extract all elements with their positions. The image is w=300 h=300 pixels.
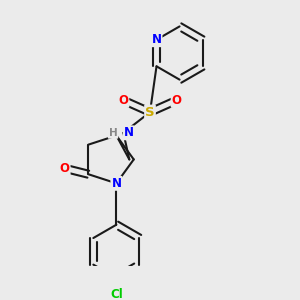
Text: N: N [152, 33, 161, 46]
Text: S: S [145, 106, 155, 118]
Text: H: H [109, 128, 117, 138]
Text: N: N [124, 126, 134, 139]
Text: O: O [118, 94, 128, 107]
Text: N: N [111, 177, 122, 190]
Text: Cl: Cl [110, 288, 123, 300]
Text: O: O [60, 162, 70, 175]
Text: O: O [172, 94, 182, 107]
